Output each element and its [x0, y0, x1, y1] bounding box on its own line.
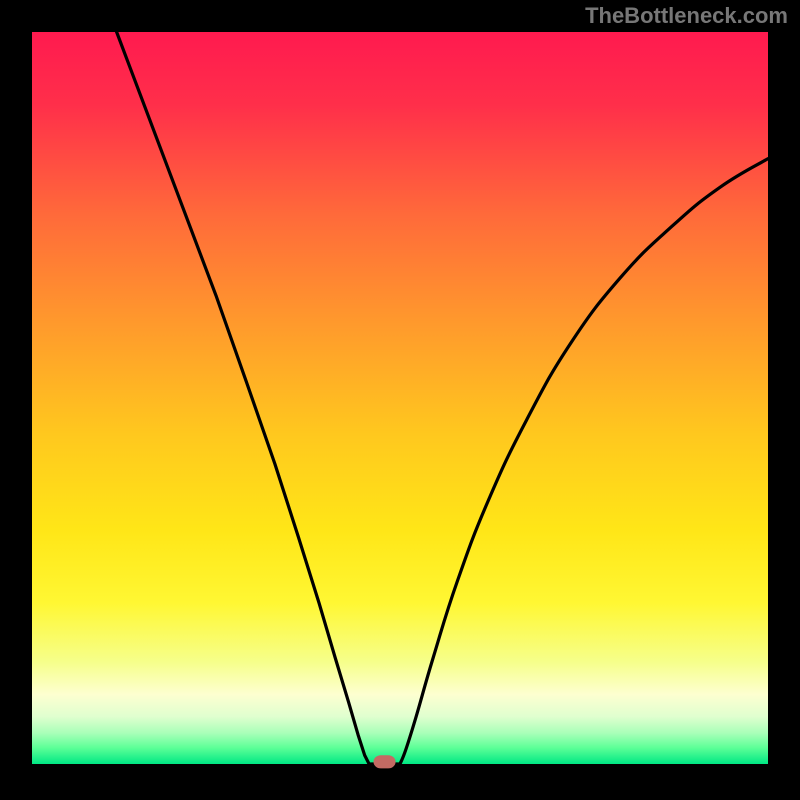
plot-background — [32, 32, 768, 764]
optimal-marker — [374, 755, 396, 768]
figure: TheBottleneck.com — [0, 0, 800, 800]
chart-svg — [0, 0, 800, 800]
watermark-text: TheBottleneck.com — [585, 3, 788, 29]
